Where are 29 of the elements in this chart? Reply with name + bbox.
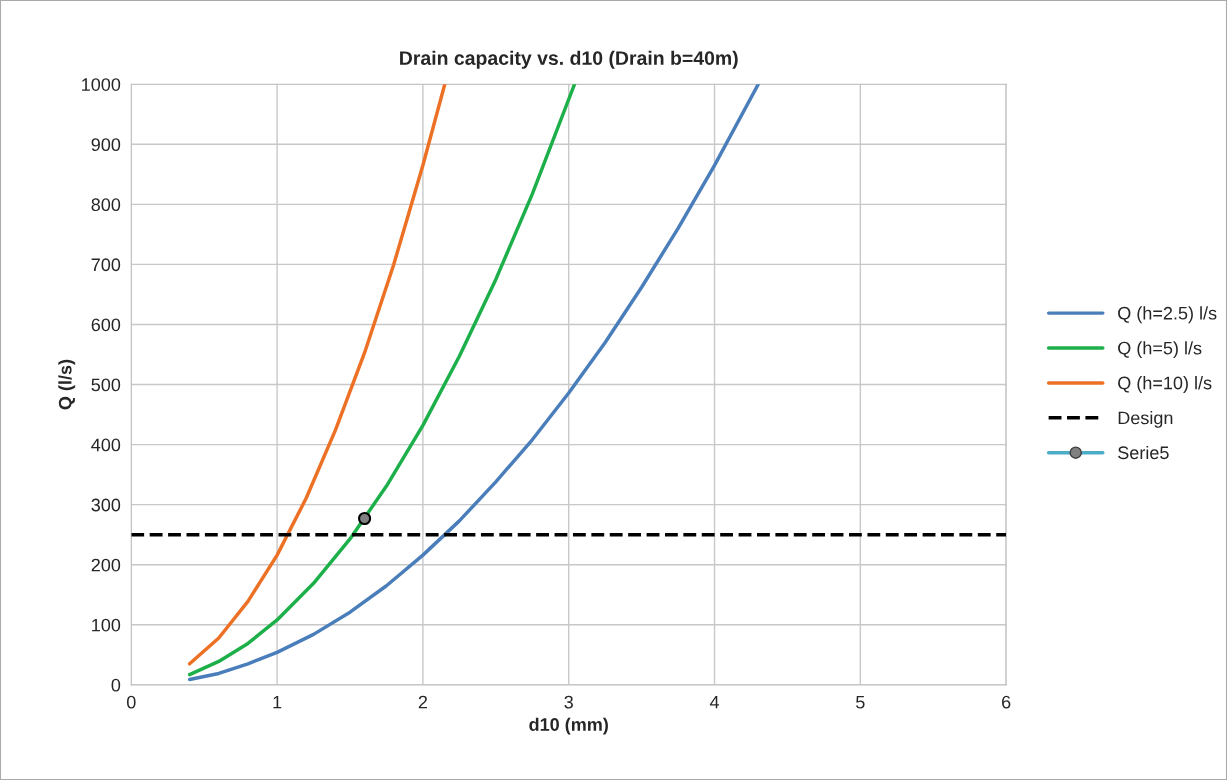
legend-label: Q (h=5) l/s <box>1118 341 1202 359</box>
line-series <box>187 84 577 677</box>
legend-label: Q (h=10) l/s <box>1118 376 1212 393</box>
x-tick-label: 5 <box>856 695 865 709</box>
y-tick-label: 300 <box>91 498 121 512</box>
y-tick-label: 200 <box>91 558 121 572</box>
legend-label: Q (h=2.5) l/s <box>1118 306 1217 324</box>
x-tick-label: 4 <box>709 695 720 709</box>
y-tick-label: 900 <box>91 138 121 152</box>
x-tick-label: 6 <box>1002 695 1011 709</box>
legend-label: Design <box>1118 411 1173 428</box>
chart-title: Drain capacity vs. d10 (Drain b=40m) <box>400 50 738 69</box>
x-tick-label: 3 <box>564 695 573 709</box>
x-tick-label: 2 <box>418 695 428 709</box>
y-tick-label: 600 <box>91 318 121 332</box>
y-tick-label: 500 <box>91 378 121 392</box>
y-tick-label: 0 <box>111 678 121 692</box>
line-series <box>187 84 447 666</box>
y-tick-label: 800 <box>91 198 121 212</box>
y-tick-label: 1000 <box>82 78 121 91</box>
x-tick-label: 0 <box>126 695 136 709</box>
y-axis-title: Q (l/s) <box>58 359 76 410</box>
x-tick-label: 1 <box>273 695 282 709</box>
legend-label: Serie5 <box>1118 445 1169 460</box>
line-series <box>187 84 761 682</box>
x-axis-title: d10 (mm) <box>529 717 608 735</box>
y-tick-label: 100 <box>92 618 121 632</box>
y-tick-label: 400 <box>91 438 121 452</box>
y-tick-label: 700 <box>91 258 121 272</box>
